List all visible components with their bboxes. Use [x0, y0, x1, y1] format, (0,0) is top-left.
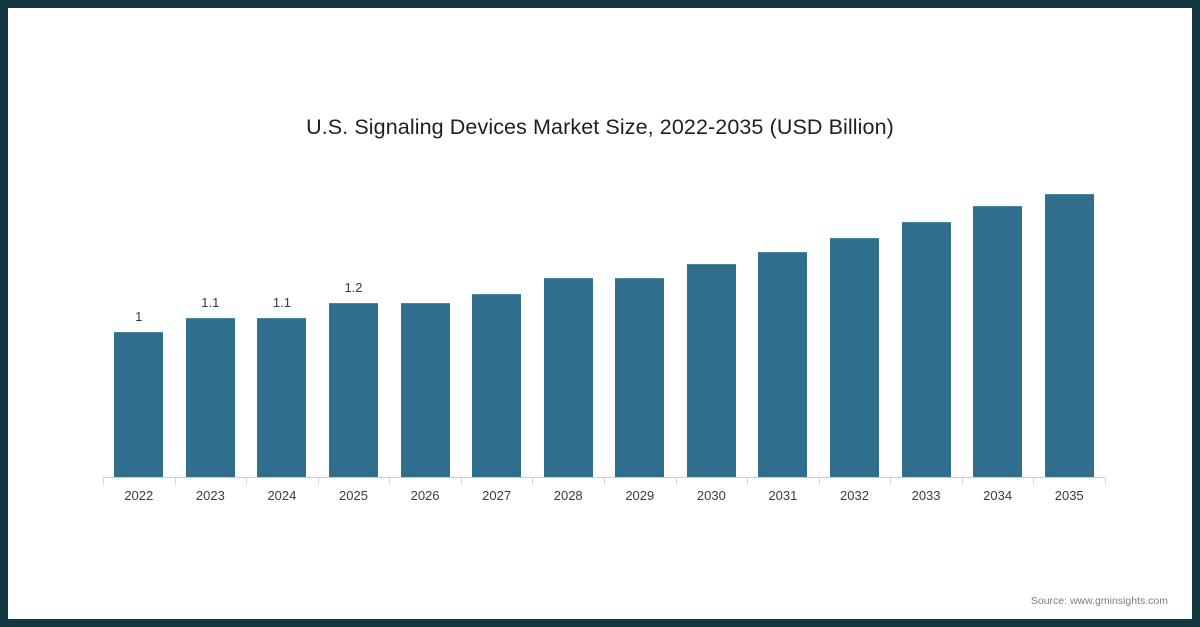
axis-tick	[1105, 478, 1106, 485]
bar-value-label-2025: 1.2	[344, 280, 363, 295]
bar-slot	[1033, 158, 1105, 477]
bar-2031[interactable]	[758, 252, 808, 477]
bar-2032[interactable]	[830, 237, 879, 477]
bar-slot	[318, 158, 390, 477]
bar-slot	[389, 158, 461, 477]
axis-tick	[1033, 478, 1035, 485]
bar-2035[interactable]	[1044, 194, 1094, 477]
bar-2025[interactable]	[329, 303, 378, 477]
x-tick-label-2035: 2035	[1054, 488, 1084, 503]
x-tick-label-2034: 2034	[983, 488, 1013, 503]
axis-tick	[389, 478, 391, 485]
bar-slot	[103, 158, 175, 477]
axis-tick	[532, 478, 534, 485]
x-tick-label-2033: 2033	[911, 488, 941, 503]
bar-2034[interactable]	[973, 205, 1023, 477]
bar-2023[interactable]	[185, 317, 235, 477]
bar-slot	[461, 158, 533, 477]
bar-slot	[747, 158, 819, 477]
axis-tick	[174, 478, 176, 485]
axis-tick	[818, 478, 820, 485]
axis-tick	[747, 478, 749, 485]
x-tick-label-2022: 2022	[124, 488, 154, 503]
axis-tick	[460, 478, 462, 485]
x-tick-label-2026: 2026	[410, 488, 440, 503]
x-tick-label-2027: 2027	[482, 488, 512, 503]
bar-2030[interactable]	[686, 263, 736, 477]
axis-tick	[103, 478, 104, 485]
bar-2024[interactable]	[257, 317, 307, 477]
bar-slot	[819, 158, 891, 477]
x-tick-label-2023: 2023	[195, 488, 225, 503]
bar-slot	[604, 158, 676, 477]
bar-2028[interactable]	[543, 278, 593, 477]
bar-series: 1 1.1 1.1 1.2	[103, 158, 1105, 477]
bar-slot	[246, 158, 318, 477]
axis-tick	[675, 478, 677, 485]
x-tick-label-2025: 2025	[339, 488, 368, 503]
bar-value-label-2022: 1	[135, 309, 143, 324]
axis-tick	[604, 478, 605, 485]
x-tick-label-2030: 2030	[696, 488, 726, 503]
x-tick-label-2032: 2032	[840, 488, 869, 503]
axis-tick	[890, 478, 892, 485]
bar-value-label-2023: 1.1	[201, 294, 220, 310]
axis-tick	[961, 478, 963, 485]
bar-value-label-2024: 1.1	[272, 294, 291, 310]
plot-area: 1 1.1 1.1 1.2 2022 2023 2024 2025 2026 2027 2028 2…	[103, 158, 1106, 503]
bar-2027[interactable]	[472, 294, 522, 477]
bar-slot	[676, 158, 748, 477]
axis-tick	[246, 478, 248, 485]
x-axis-line	[103, 477, 1105, 478]
chart-canvas: U.S. Signaling Devices Market Size, 2022…	[8, 8, 1192, 619]
x-tick-label-2024: 2024	[267, 488, 297, 503]
bar-slot	[175, 158, 247, 477]
x-tick-label-2029: 2029	[625, 488, 655, 503]
bar-slot	[532, 158, 604, 477]
x-tick-label-2028: 2028	[553, 488, 583, 503]
bar-slot	[890, 158, 962, 477]
source-attribution: Source: www.gminsights.com	[1030, 595, 1168, 607]
axis-tick	[317, 478, 319, 485]
chart-title: U.S. Signaling Devices Market Size, 2022…	[306, 115, 894, 139]
x-tick-label-2031: 2031	[768, 488, 798, 503]
bar-slot	[962, 158, 1034, 477]
bar-2033[interactable]	[901, 221, 951, 477]
bar-2022[interactable]	[114, 332, 164, 477]
bar-2026[interactable]	[400, 303, 450, 477]
bar-2029[interactable]	[615, 278, 665, 477]
